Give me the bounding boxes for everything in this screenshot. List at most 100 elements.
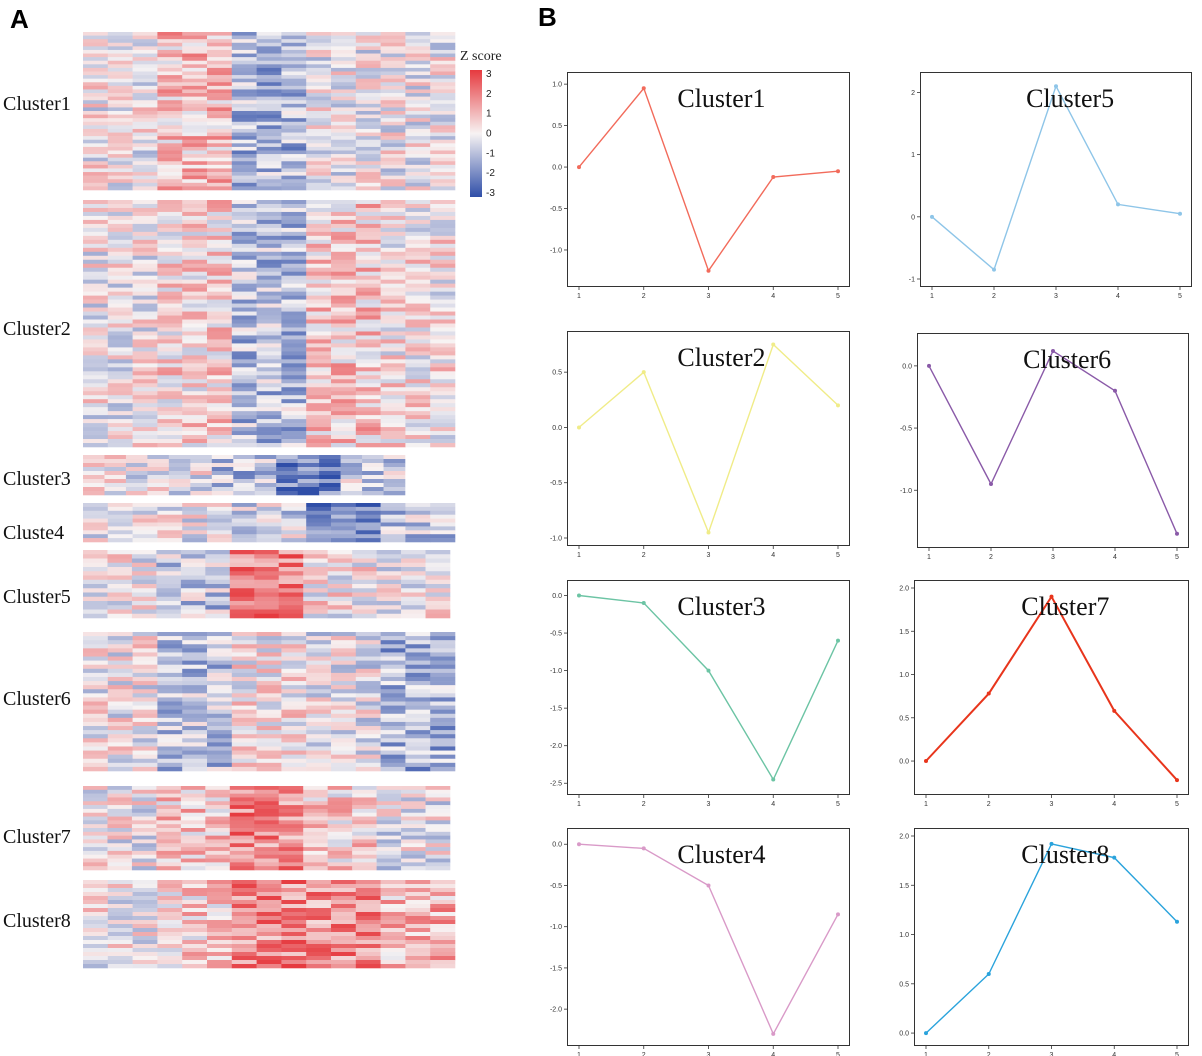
heatmap-cell xyxy=(256,64,282,69)
heatmap-cell xyxy=(331,530,357,535)
heatmap-cell xyxy=(355,287,381,292)
heatmap-cell xyxy=(157,223,183,229)
heatmap-cell xyxy=(182,164,208,169)
heatmap-cell xyxy=(132,685,158,690)
heatmap-cell xyxy=(430,161,456,166)
heatmap-cell xyxy=(355,648,381,653)
heatmap-cell xyxy=(380,705,406,710)
heatmap-cell xyxy=(281,85,307,90)
heatmap-cell xyxy=(131,554,157,559)
heatmap-cell xyxy=(405,307,431,312)
heatmap-cell xyxy=(83,652,109,657)
heatmap-cell xyxy=(380,632,406,637)
heatmap-cell xyxy=(125,471,148,476)
heatmap-cell xyxy=(211,467,234,472)
heatmap-cell xyxy=(331,928,357,933)
heatmap-cell xyxy=(405,114,431,119)
heatmap-cell xyxy=(425,862,451,867)
heatmap-cell xyxy=(405,431,431,436)
heatmap-cell xyxy=(107,279,133,284)
heatmap-cell xyxy=(405,371,431,376)
heatmap-cell xyxy=(205,550,231,555)
heatmap-cell xyxy=(355,510,381,515)
y-tick-label: 0.0 xyxy=(552,425,562,432)
heatmap-cell xyxy=(157,367,183,372)
heatmap-cell xyxy=(207,664,233,670)
heatmap-cell xyxy=(355,668,381,674)
heatmap-cell xyxy=(331,175,357,180)
heatmap-cell xyxy=(256,709,282,715)
heatmap-cell xyxy=(256,427,282,432)
heatmap-cell xyxy=(132,721,158,727)
heatmap-cell xyxy=(355,275,381,280)
heatmap-cell xyxy=(306,676,332,682)
heatmap-cell xyxy=(157,526,183,531)
heatmap-cell xyxy=(380,283,406,288)
heatmap-cell xyxy=(331,956,357,961)
heatmap-cell xyxy=(182,503,208,508)
heatmap-cell xyxy=(83,351,109,356)
heatmap-cell xyxy=(405,924,431,929)
heatmap-cell xyxy=(331,375,357,380)
heatmap-cell xyxy=(180,831,206,836)
heatmap-cell xyxy=(281,730,307,735)
heatmap-cell xyxy=(83,96,109,101)
heatmap-cell xyxy=(132,367,158,372)
heatmap-cell xyxy=(182,128,208,133)
heatmap-cell xyxy=(254,797,280,802)
heatmap-cell xyxy=(405,734,431,739)
heatmap-cell xyxy=(229,820,255,825)
heatmap-cell xyxy=(207,319,233,324)
heatmap-cell xyxy=(182,636,208,641)
heatmap-cell xyxy=(405,411,431,416)
heatmap-cell xyxy=(306,379,332,384)
heatmap-cell xyxy=(430,295,456,300)
heatmap-cell xyxy=(231,685,257,690)
heatmap-cell xyxy=(207,347,233,352)
heatmap-cell xyxy=(83,271,109,276)
heatmap-cell xyxy=(352,828,377,833)
heatmap-cell xyxy=(83,315,109,320)
heatmap-cell xyxy=(231,721,257,727)
x-tick-label: 3 xyxy=(707,801,711,808)
heatmap-cell xyxy=(355,379,381,384)
heatmap-cell xyxy=(231,892,257,897)
heatmap-cell xyxy=(303,854,328,859)
heatmap-cell xyxy=(182,746,208,751)
heatmap-cell xyxy=(256,900,282,905)
heatmap-cell xyxy=(182,730,208,735)
heatmap-cell xyxy=(281,518,307,523)
heatmap-cell xyxy=(157,403,183,408)
heatmap-cell xyxy=(182,928,208,933)
heatmap-cell xyxy=(132,200,158,205)
heatmap-cell xyxy=(205,601,231,606)
heatmap-cell xyxy=(380,239,406,245)
heatmap-cell xyxy=(256,319,282,324)
heatmap-cell xyxy=(405,697,431,702)
heatmap-cell xyxy=(231,60,257,65)
y-tick-label: 1 xyxy=(911,152,915,159)
heatmap-cell xyxy=(83,223,109,229)
heatmap-cell xyxy=(355,904,381,909)
heatmap-cell xyxy=(207,100,233,105)
heatmap-cell xyxy=(156,862,182,867)
heatmap-cell xyxy=(331,107,357,112)
heatmap-cell xyxy=(83,267,109,273)
heatmap-cell xyxy=(278,550,304,555)
heatmap-cell xyxy=(180,858,206,863)
heatmap-cell xyxy=(83,812,108,817)
heatmap-cell xyxy=(107,235,133,241)
heatmap-cell xyxy=(405,746,431,751)
heatmap-cell xyxy=(405,510,431,515)
heatmap-cell xyxy=(430,327,456,332)
heatmap-cell xyxy=(132,750,158,755)
heatmap-cell xyxy=(207,219,233,225)
heatmap-cell xyxy=(157,660,183,666)
heatmap-cell xyxy=(107,331,133,336)
heatmap-cell xyxy=(405,932,431,937)
heatmap-cell xyxy=(107,203,133,209)
heatmap-cell xyxy=(355,709,381,715)
heatmap-cell xyxy=(380,279,406,284)
heatmap-cell xyxy=(157,928,183,933)
heatmap-cell xyxy=(331,164,357,169)
